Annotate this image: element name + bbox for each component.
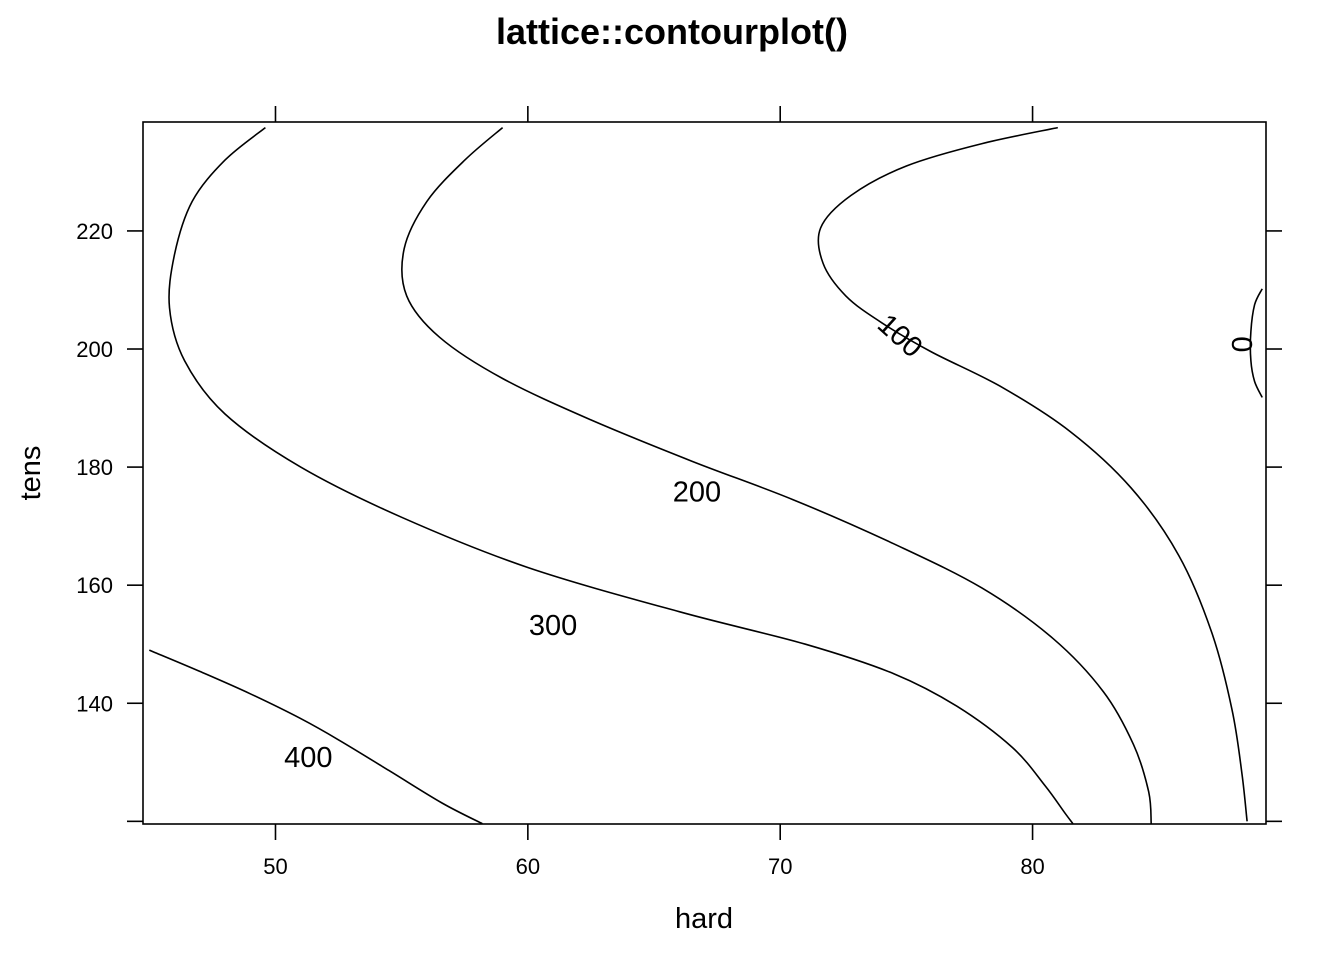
contour-label-400: 400 <box>284 742 332 774</box>
contour-labels: 400 300 200 100 0 <box>284 308 1259 774</box>
plot-frame <box>142 121 1267 825</box>
x-tick-label: 60 <box>516 854 540 879</box>
contour-line-300 <box>168 126 1074 825</box>
y-tick-label: 180 <box>76 455 113 480</box>
y-axis: 140 160 180 200 220 <box>76 219 1282 823</box>
contour-line-0 <box>1249 288 1263 398</box>
x-tick-label: 70 <box>768 854 792 879</box>
x-tick-label: 50 <box>263 854 287 879</box>
contour-label-100: 100 <box>871 308 928 364</box>
contour-label-0: 0 <box>1227 336 1259 352</box>
x-axis-label: hard <box>675 903 733 935</box>
contour-label-300: 300 <box>529 610 577 642</box>
x-axis: 50 60 70 80 <box>263 106 1045 879</box>
contour-line-400 <box>148 649 483 825</box>
chart-title: lattice::contourplot() <box>496 11 848 52</box>
contour-line-100 <box>817 126 1248 822</box>
y-tick-label: 140 <box>76 691 113 716</box>
y-axis-label: tens <box>15 446 47 501</box>
y-tick-label: 220 <box>76 219 113 244</box>
y-tick-label: 160 <box>76 573 113 598</box>
contour-line-200 <box>401 126 1152 824</box>
contour-label-200: 200 <box>673 476 721 508</box>
y-tick-label: 200 <box>76 337 113 362</box>
x-tick-label: 80 <box>1020 854 1044 879</box>
contour-lines <box>148 126 1263 825</box>
